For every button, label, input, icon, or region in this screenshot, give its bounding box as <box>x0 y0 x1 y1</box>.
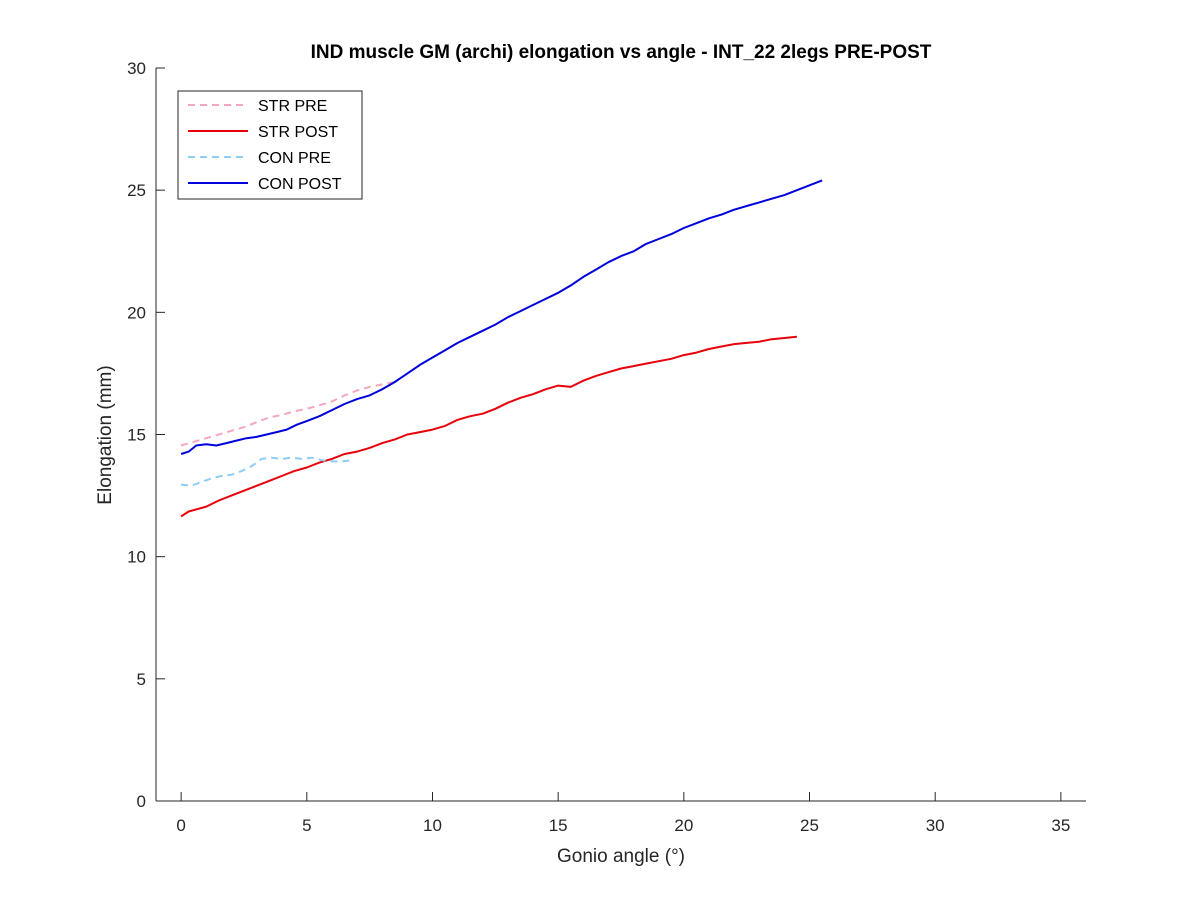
legend-box <box>177 90 363 200</box>
y-axis-label: Elongation (mm) <box>95 365 116 504</box>
series-line-con-pre <box>180 456 353 487</box>
x-tick-label: 15 <box>549 816 568 835</box>
y-tick-label: 5 <box>137 670 146 689</box>
chart-title: IND muscle GM (archi) elongation vs angl… <box>311 42 932 63</box>
x-axis-ticks: 0 5 10 15 20 25 30 35 <box>176 792 1070 835</box>
x-tick-label: 0 <box>176 816 185 835</box>
series-line-str-post <box>180 335 797 518</box>
x-tick-label: 20 <box>674 816 693 835</box>
legend-entries: STR PRE STR POST CON PRE CON POST <box>188 98 342 193</box>
x-tick-label: 25 <box>800 816 819 835</box>
x-tick-label: 30 <box>926 816 945 835</box>
legend-label: CON PRE <box>258 150 331 167</box>
y-tick-label: 10 <box>127 548 146 567</box>
x-tick-label: 35 <box>1051 816 1070 835</box>
legend-label: CON POST <box>258 176 342 193</box>
series-line-str-pre <box>180 381 395 447</box>
x-axis-label: Gonio angle (°) <box>557 846 685 867</box>
y-tick-label: 30 <box>127 59 146 78</box>
legend-label: STR POST <box>258 124 338 141</box>
legend-label: STR PRE <box>258 98 327 115</box>
y-tick-label: 0 <box>137 792 146 811</box>
y-tick-label: 15 <box>127 426 146 445</box>
x-tick-label: 5 <box>302 816 311 835</box>
legend: STR PRE STR POST CON PRE CON POST <box>177 90 363 200</box>
y-axis-ticks: 0 5 10 15 20 25 30 <box>127 59 165 811</box>
y-tick-label: 25 <box>127 181 146 200</box>
y-tick-label: 20 <box>127 303 146 322</box>
series-line-con-post <box>180 179 823 455</box>
x-tick-label: 10 <box>423 816 442 835</box>
series-layer <box>180 179 823 518</box>
